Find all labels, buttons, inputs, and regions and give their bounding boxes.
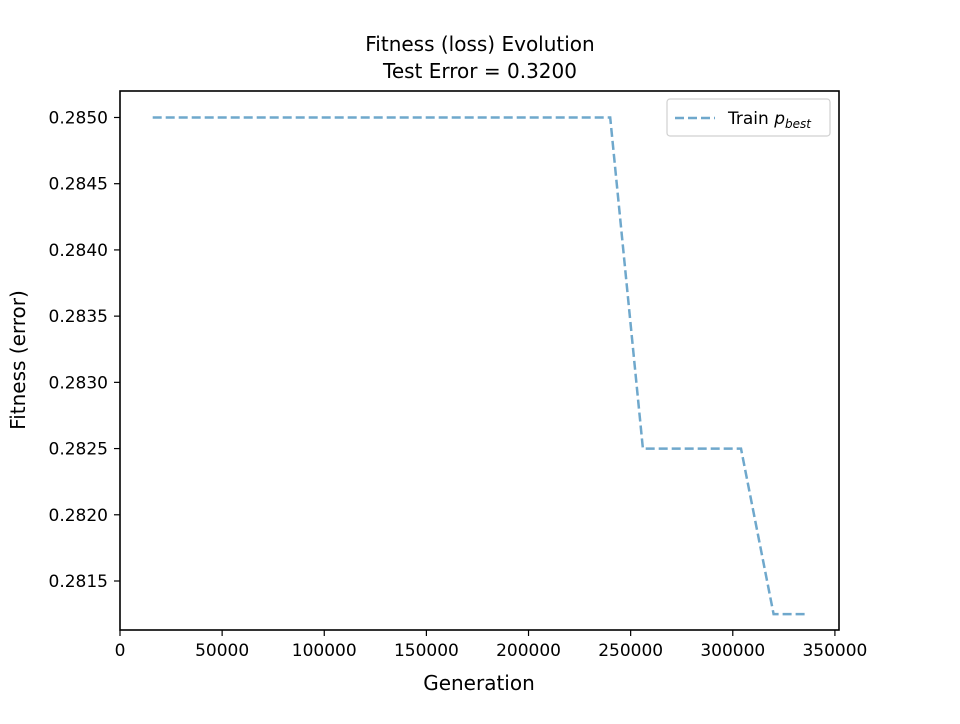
y-axis-label: Fitness (error) (6, 290, 30, 430)
x-tick-label: 50000 (195, 641, 249, 661)
x-tick-label: 150000 (394, 641, 459, 661)
x-tick-label: 100000 (292, 641, 357, 661)
y-axis-ticks: 0.2815 0.2820 0.2825 0.2830 0.2835 0.2840 0.28… (49, 108, 120, 592)
x-tick-label: 0 (115, 641, 126, 661)
y-tick-label: 0.2815 (49, 572, 108, 592)
y-tick-label: 0.2820 (49, 506, 108, 526)
legend-label-italic: p (773, 109, 785, 129)
x-tick-label: 350000 (802, 641, 867, 661)
plot-area: 0 50000 100000 150000 200000 250000 300000 3500… (49, 90, 867, 661)
legend-box (666, 98, 831, 137)
chart-title: Fitness (loss) Evolution (365, 32, 594, 56)
y-tick-label: 0.2825 (49, 440, 108, 460)
y-tick-label: 0.2845 (49, 175, 108, 195)
x-tick-label: 250000 (598, 641, 663, 661)
series-line (152, 116, 807, 616)
legend: Train pbest (666, 98, 831, 137)
y-tick-label: 0.2830 (49, 373, 108, 393)
legend-label-main: Train (727, 109, 774, 129)
y-tick-label: 0.2835 (49, 307, 108, 327)
y-tick-label: 0.2840 (49, 241, 108, 261)
plot-frame (119, 90, 840, 631)
x-axis-label: Generation (423, 671, 535, 695)
x-tick-label: 300000 (700, 641, 765, 661)
chart-subtitle: Test Error = 0.3200 (382, 59, 577, 83)
series-layer (152, 116, 807, 616)
x-tick-label: 200000 (496, 641, 561, 661)
x-axis-ticks: 0 50000 100000 150000 200000 250000 300000 3500… (115, 630, 867, 661)
legend-label-sub: best (785, 117, 812, 131)
legend-label: Train pbest (727, 109, 812, 131)
y-tick-label: 0.2850 (49, 108, 108, 128)
